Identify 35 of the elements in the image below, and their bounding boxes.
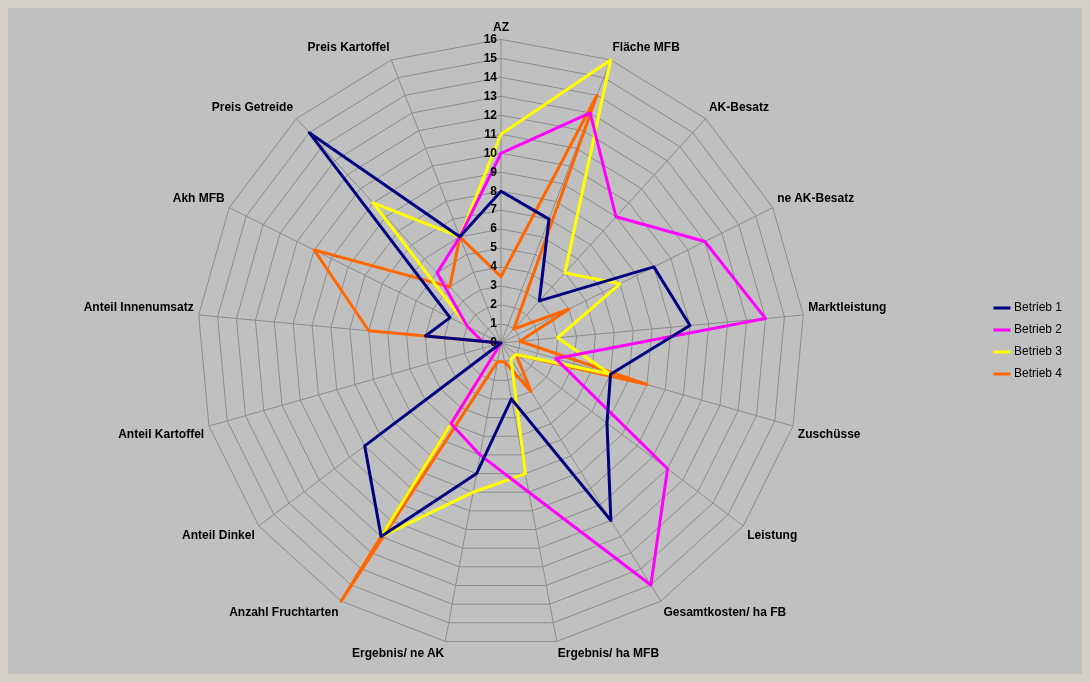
legend-label: Betrieb 1 (1013, 300, 1063, 315)
spoke-label: Leistung (747, 528, 798, 543)
spoke-label: Gesamtkosten/ ha FB (663, 604, 787, 619)
y-tick-label: 16 (483, 31, 498, 46)
y-tick-label: 15 (483, 50, 498, 65)
y-tick-label: 14 (483, 69, 498, 84)
spoke-label: Preis Getreide (211, 100, 294, 115)
spoke-label: AZ (493, 19, 509, 34)
spoke-label: Preis Kartoffel (307, 40, 390, 55)
y-tick-label: 6 (490, 221, 498, 236)
spoke-label: Anzahl Fruchtarten (229, 604, 339, 619)
spoke-label: Anteil Kartoffel (118, 426, 205, 441)
y-tick-label: 7 (490, 202, 498, 217)
y-tick-label: 12 (483, 107, 498, 122)
spoke-label: Zuschüsse (797, 426, 861, 441)
spoke-label: Ergebnis/ ha MFB (557, 645, 660, 660)
legend-label: Betrieb 4 (1013, 366, 1063, 381)
y-tick-label: 5 (490, 240, 498, 255)
spoke-label: Akh MFB (172, 190, 226, 205)
spoke-label: Anteil Dinkel (182, 528, 255, 543)
legend-label: Betrieb 2 (1013, 322, 1063, 337)
spoke-label: Anteil Innenumsatz (83, 299, 194, 314)
spoke-label: Ergebnis/ ne AK (352, 645, 445, 660)
spoke-label: Fläche MFB (612, 40, 681, 55)
y-tick-label: 1 (490, 316, 498, 331)
y-tick-label: 3 (490, 278, 498, 293)
y-tick-label: 8 (490, 183, 498, 198)
y-tick-label: 13 (483, 88, 498, 103)
legend-label: Betrieb 3 (1013, 344, 1063, 359)
y-tick-label: 11 (484, 126, 498, 141)
spoke-label: Marktleistung (808, 299, 887, 314)
y-tick-label: 2 (490, 297, 498, 312)
y-tick-label: 0 (490, 335, 498, 350)
spoke-label: ne AK-Besatz (777, 190, 855, 205)
spoke-label: AK-Besatz (708, 100, 769, 115)
